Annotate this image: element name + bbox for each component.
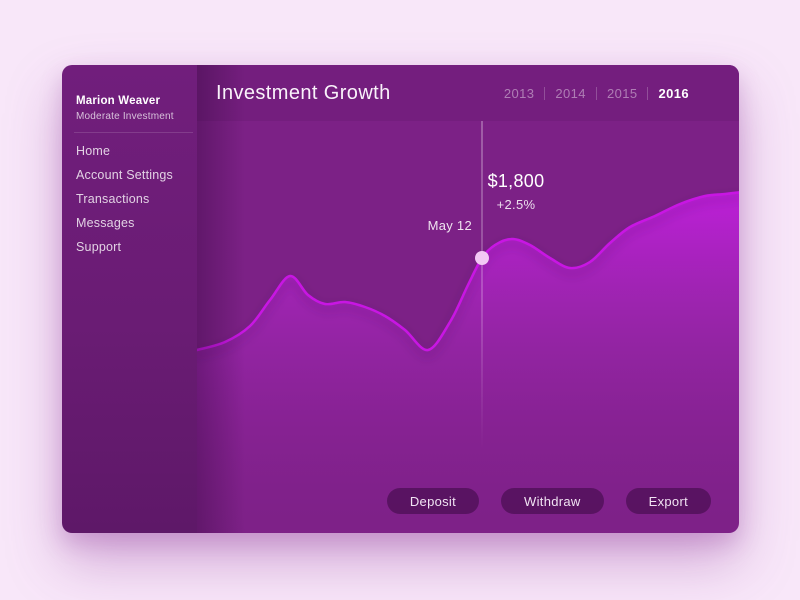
highlight-value: $1,800 <box>487 171 545 191</box>
chart-line <box>197 191 739 352</box>
sidebar-item-messages[interactable]: Messages <box>76 216 135 230</box>
main-panel: Investment Growth 2013 2014 2015 2016 $1… <box>197 65 739 533</box>
chart-area-fill <box>197 192 739 533</box>
year-tabs: 2013 2014 2015 2016 <box>494 86 699 101</box>
highlight-change: +2.5% <box>496 197 536 212</box>
export-button[interactable]: Export <box>625 488 711 514</box>
deposit-button[interactable]: Deposit <box>386 488 480 514</box>
year-tab-separator <box>647 86 649 100</box>
sidebar-item-home[interactable]: Home <box>76 144 111 158</box>
sidebar-item-transactions[interactable]: Transactions <box>76 192 150 206</box>
highlight-marker-dot[interactable] <box>475 251 489 265</box>
dashboard-card: Marion Weaver Moderate Investment Home A… <box>62 65 739 533</box>
action-buttons: Deposit Withdraw Export <box>386 488 711 514</box>
tab-year-2015[interactable]: 2015 <box>606 85 638 101</box>
year-tab-separator <box>595 86 597 100</box>
highlight-tooltip: $1,800 +2.5% <box>487 171 545 212</box>
tab-year-2016[interactable]: 2016 <box>658 85 689 101</box>
sidebar-item-support[interactable]: Support <box>76 240 122 254</box>
sidebar: Marion Weaver Moderate Investment Home A… <box>62 65 197 533</box>
withdraw-button[interactable]: Withdraw <box>501 488 604 514</box>
user-profile: Marion Weaver Moderate Investment <box>62 95 197 132</box>
year-tab-separator <box>544 86 546 100</box>
investment-growth-chart <box>197 121 739 533</box>
main-header: Investment Growth 2013 2014 2015 2016 <box>197 65 739 121</box>
sidebar-divider <box>74 132 193 133</box>
sidebar-menu: Home Account Settings Transactions Messa… <box>62 133 197 259</box>
page-title: Investment Growth <box>216 81 391 104</box>
sidebar-item-account-settings[interactable]: Account Settings <box>76 168 174 182</box>
tab-year-2014[interactable]: 2014 <box>555 85 586 101</box>
user-subtitle: Moderate Investment <box>76 111 174 122</box>
highlight-date-label: May 12 <box>427 218 472 233</box>
user-name: Marion Weaver <box>76 95 161 107</box>
tab-year-2013[interactable]: 2013 <box>503 85 535 101</box>
